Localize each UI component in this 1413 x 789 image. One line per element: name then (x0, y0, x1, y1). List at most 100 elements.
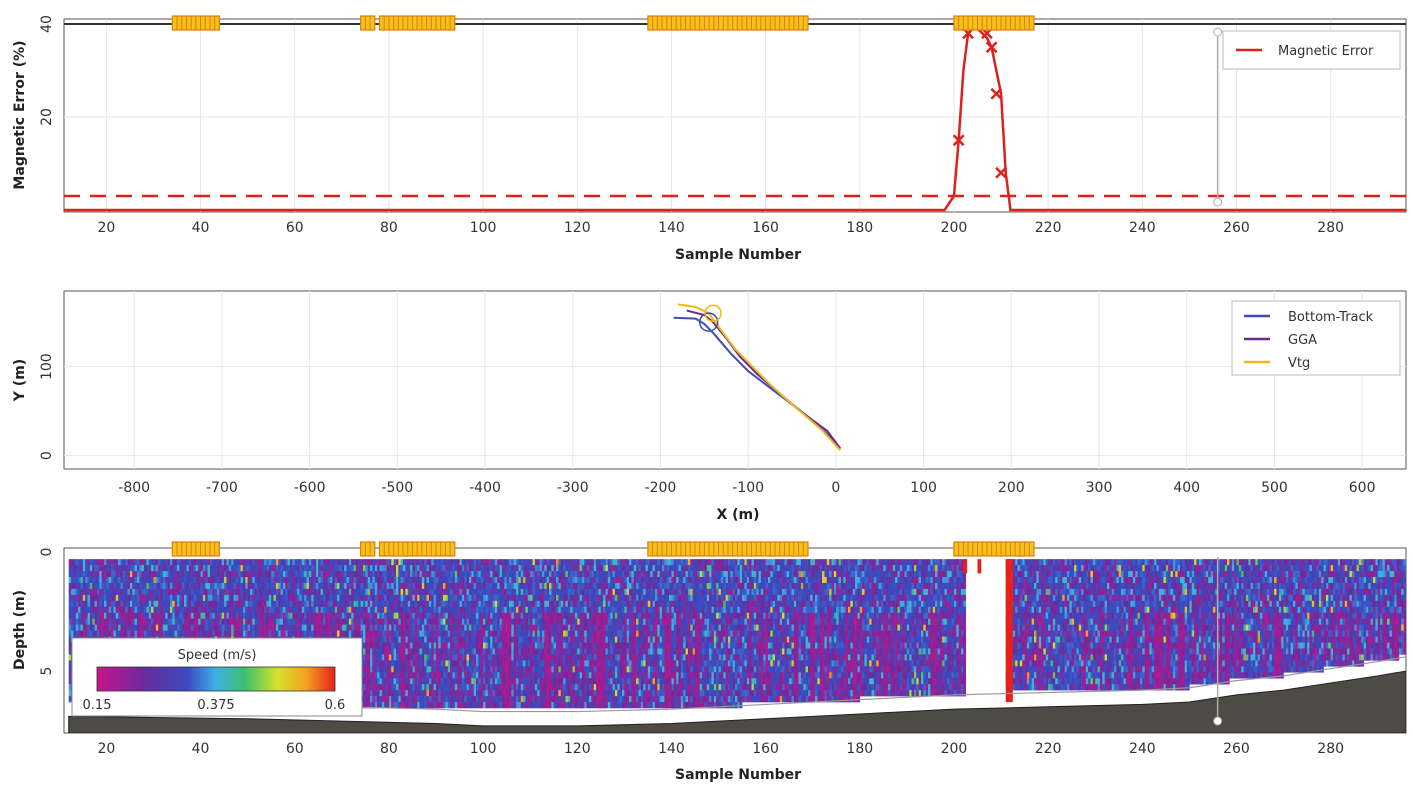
speed-cell (215, 607, 218, 613)
speed-cell (78, 571, 81, 577)
speed-cell (116, 625, 119, 631)
speed-cell (518, 684, 521, 690)
speed-cell (460, 666, 463, 672)
speed-cell (521, 678, 524, 684)
speed-cell (452, 613, 455, 619)
speed-cell (257, 625, 260, 631)
speed-cell (511, 601, 514, 607)
speed-cell (469, 696, 472, 702)
speed-cell (379, 678, 382, 684)
speed-cell (325, 583, 328, 589)
speed-cell (415, 660, 418, 666)
speed-cell (224, 559, 227, 565)
speed-cell (299, 601, 302, 607)
speed-cell (478, 672, 481, 678)
speed-cell (457, 595, 460, 601)
speed-cell (179, 607, 182, 613)
speed-cell (90, 565, 93, 571)
speed-cell (412, 696, 415, 702)
speed-cell (175, 565, 178, 571)
speed-cell (424, 565, 427, 571)
speed-cell (139, 607, 142, 613)
speed-cell (161, 565, 164, 571)
speed-cell (196, 619, 199, 625)
speed-cell (363, 583, 366, 589)
speed-cell (490, 589, 493, 595)
speed-cell (405, 637, 408, 643)
speed-cell (429, 595, 432, 601)
speed-cell (523, 559, 526, 565)
speed-cell (76, 601, 79, 607)
speed-cell (452, 684, 455, 690)
speed-cell (523, 702, 526, 708)
speed-cell (495, 660, 498, 666)
speed-cell (495, 565, 498, 571)
speed-cell (516, 702, 519, 708)
speed-cell (179, 577, 182, 583)
speed-cell (478, 660, 481, 666)
speed-cell (368, 613, 371, 619)
speed-cell (191, 625, 194, 631)
speed-cell (168, 571, 171, 577)
speed-cell (424, 577, 427, 583)
speed-cell (217, 559, 220, 565)
speed-cell (172, 565, 175, 571)
speed-cell (257, 565, 260, 571)
speed-cell (97, 613, 100, 619)
speed-cell (438, 559, 441, 565)
speed-cell (405, 631, 408, 637)
speed-cell (85, 571, 88, 577)
speed-cell (236, 595, 239, 601)
speed-cell (424, 678, 427, 684)
speed-cell (497, 559, 500, 565)
speed-cell (417, 696, 420, 702)
speed-cell (370, 654, 373, 660)
speed-cell (429, 690, 432, 696)
speed-cell (118, 565, 121, 571)
speed-cell (434, 654, 437, 660)
speed-cell (377, 654, 380, 660)
speed-cell (292, 565, 295, 571)
speed-cell (73, 613, 76, 619)
speed-cell (516, 684, 519, 690)
speed-cell (379, 571, 382, 577)
speed-cell (377, 625, 380, 631)
speed-cell (471, 595, 474, 601)
speed-cell (509, 607, 512, 613)
speed-cell (492, 565, 495, 571)
speed-cell (387, 643, 390, 649)
speed-cell (389, 589, 392, 595)
speed-cell (509, 690, 512, 696)
speed-cell (266, 565, 269, 571)
speed-cell (163, 571, 166, 577)
speed-cell (398, 625, 401, 631)
speed-cell (370, 678, 373, 684)
speed-cell (436, 684, 439, 690)
speed-cell (201, 589, 204, 595)
speed-cell (123, 577, 126, 583)
speed-cell (132, 589, 135, 595)
speed-cell (191, 571, 194, 577)
speed-cell (504, 565, 507, 571)
speed-cell (290, 583, 293, 589)
speed-cell (457, 637, 460, 643)
speed-cell (500, 583, 503, 589)
speed-cell (471, 625, 474, 631)
speed-cell (389, 607, 392, 613)
speed-cell (342, 565, 345, 571)
speed-cell (443, 595, 446, 601)
speed-cell (450, 678, 453, 684)
speed-cell (365, 696, 368, 702)
speed-cell (168, 619, 171, 625)
speed-cell (356, 619, 359, 625)
speed-cell (201, 613, 204, 619)
speed-cell (92, 619, 95, 625)
speed-cell (401, 690, 404, 696)
speed-cell (248, 625, 251, 631)
speed-cell (92, 613, 95, 619)
speed-cell (474, 684, 477, 690)
speed-cell (316, 607, 319, 613)
speed-cell (73, 625, 76, 631)
speed-cell (495, 666, 498, 672)
speed-cell (401, 643, 404, 649)
